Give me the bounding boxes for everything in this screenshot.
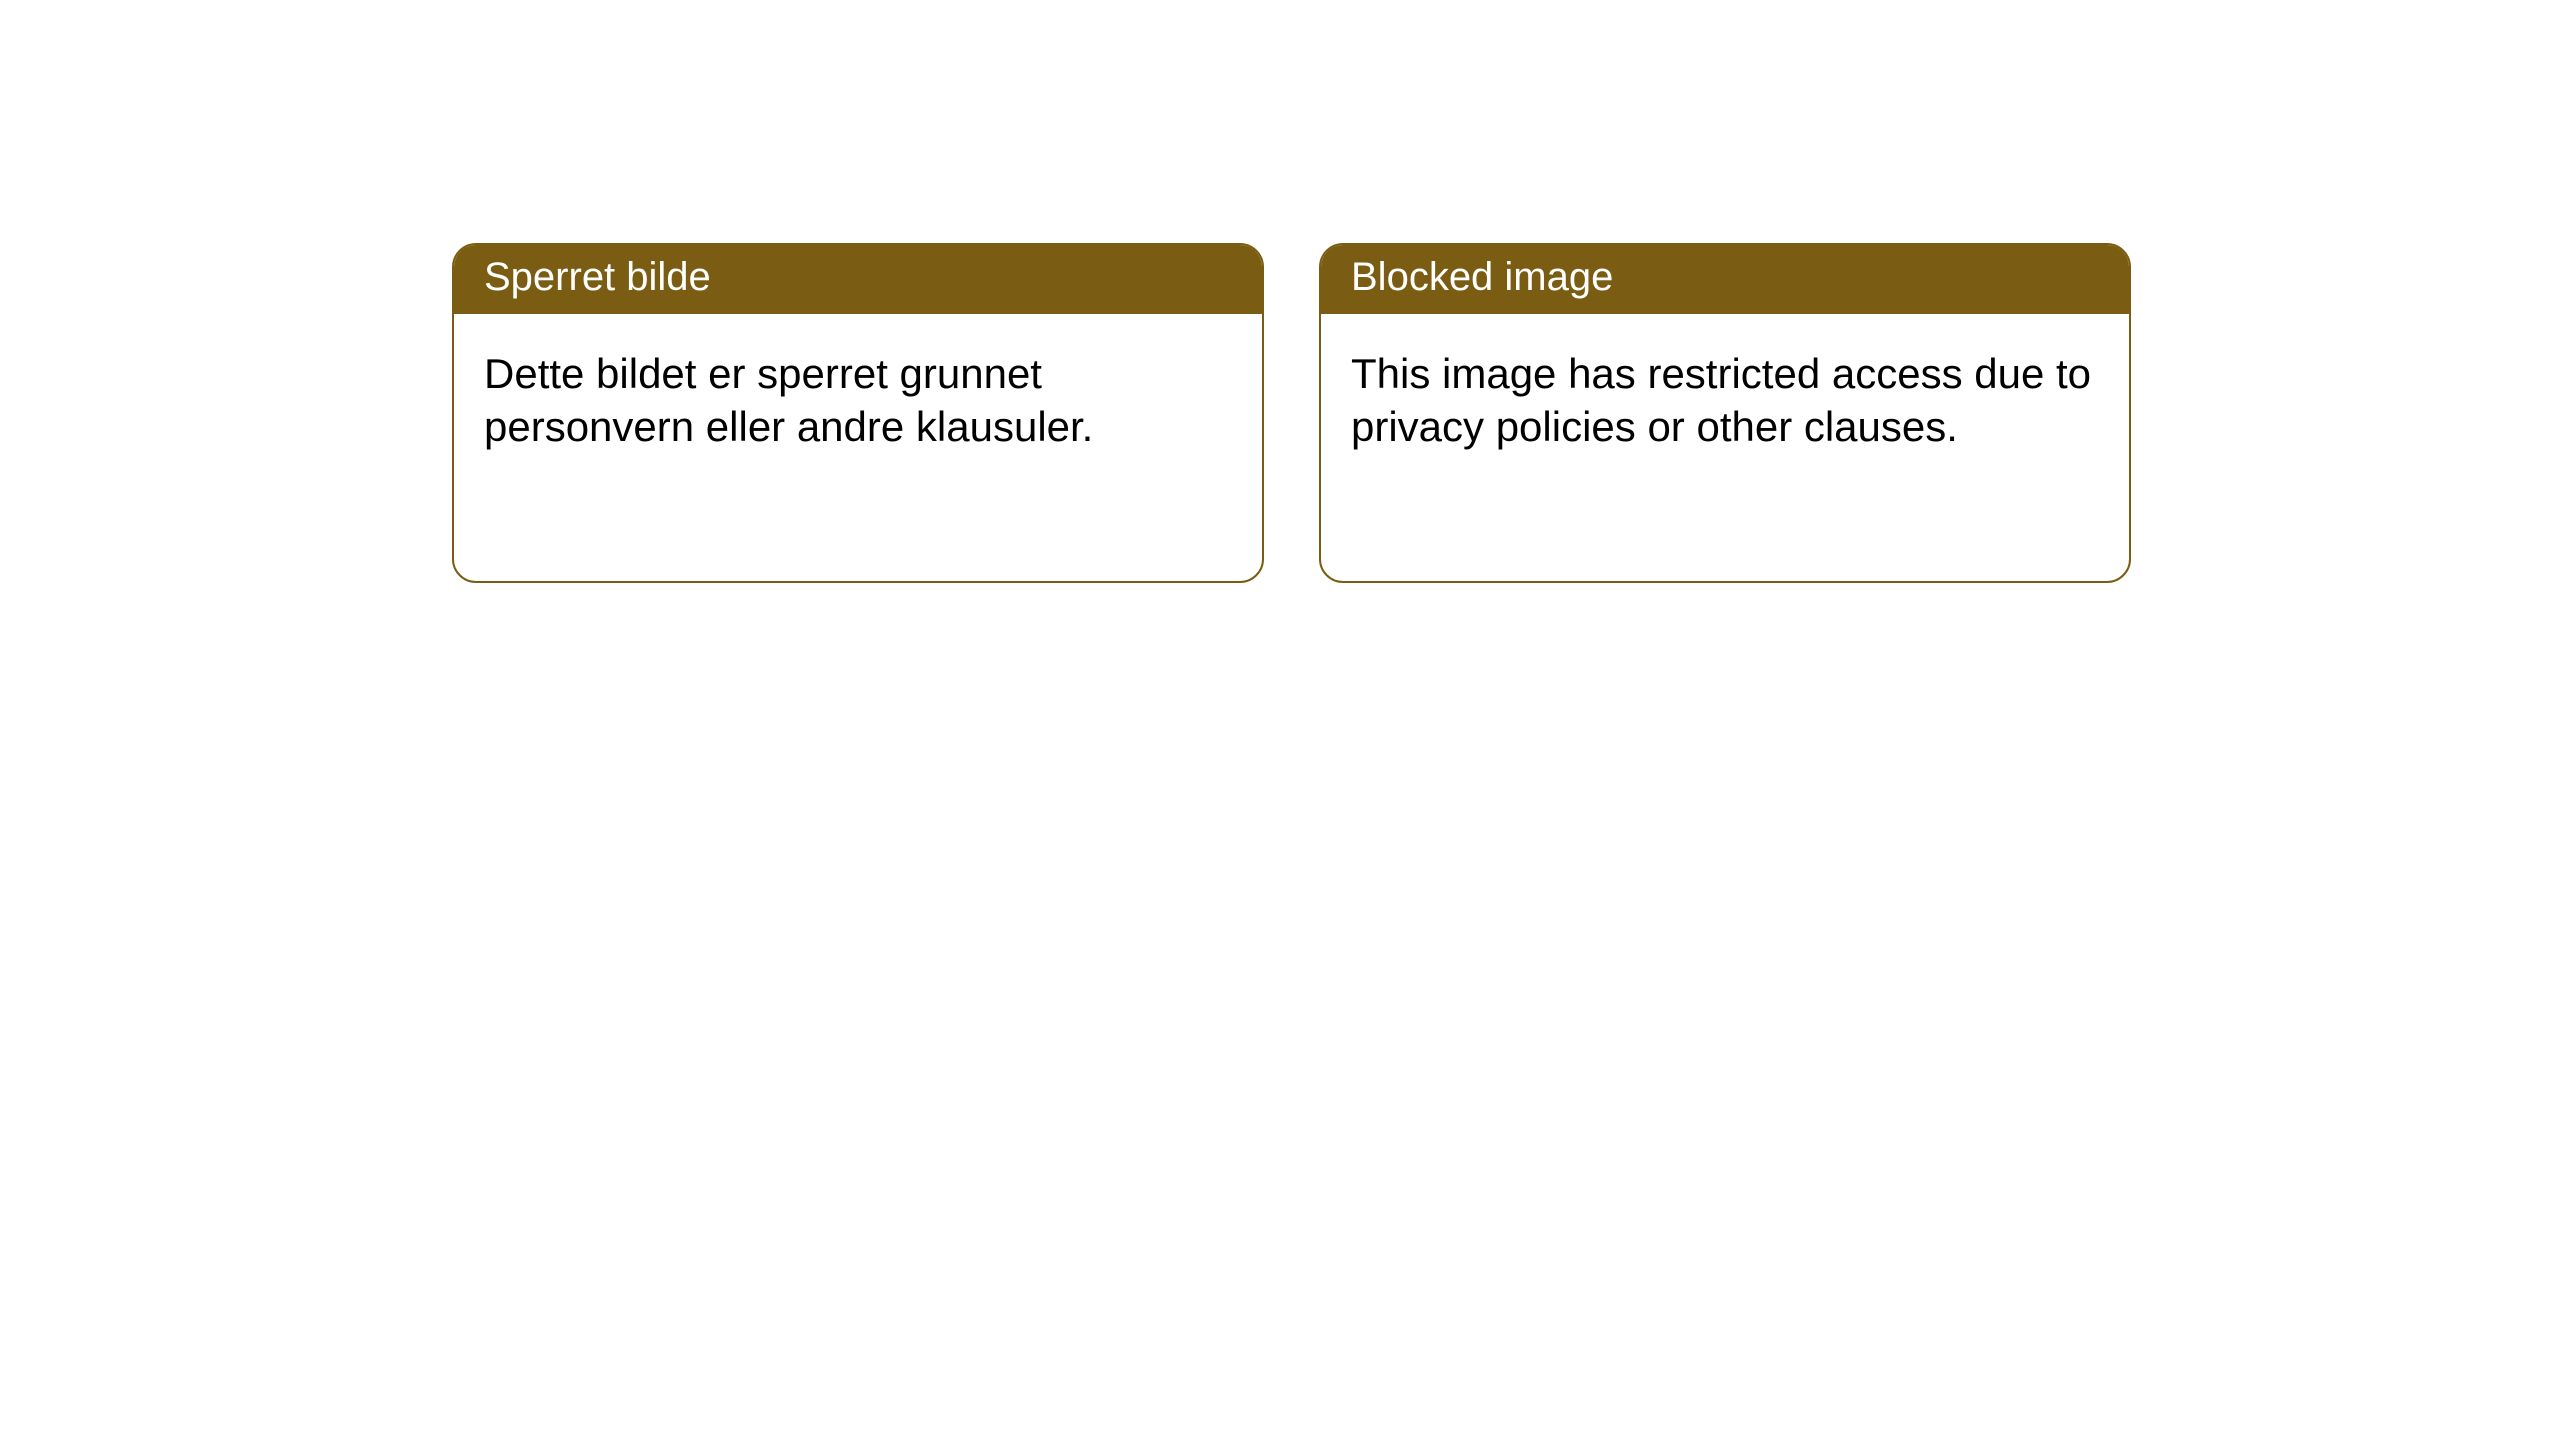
notice-header-no: Sperret bilde bbox=[454, 245, 1262, 314]
notice-header-en: Blocked image bbox=[1321, 245, 2129, 314]
notice-container: Sperret bilde Dette bildet er sperret gr… bbox=[0, 0, 2560, 583]
notice-card-en: Blocked image This image has restricted … bbox=[1319, 243, 2131, 583]
notice-body-en: This image has restricted access due to … bbox=[1321, 314, 2129, 487]
notice-body-no: Dette bildet er sperret grunnet personve… bbox=[454, 314, 1262, 487]
notice-card-no: Sperret bilde Dette bildet er sperret gr… bbox=[452, 243, 1264, 583]
